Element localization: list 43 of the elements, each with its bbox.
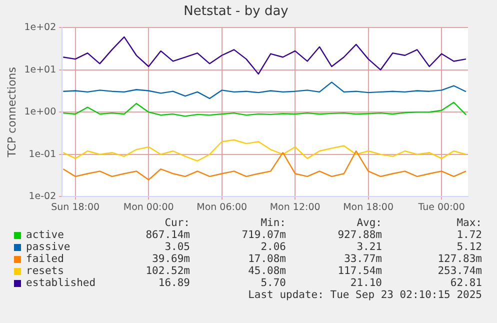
y-tick-label: 1e+01 bbox=[24, 64, 56, 76]
y-tick-label: 1e+00 bbox=[24, 106, 56, 118]
legend-label: active bbox=[26, 229, 64, 241]
text: 1.72 bbox=[456, 229, 482, 241]
text: 253.74m bbox=[436, 265, 482, 277]
legend-label: established bbox=[26, 277, 96, 289]
text: 17.08m bbox=[247, 253, 286, 265]
text: 21.10 bbox=[349, 277, 382, 289]
text: Cur: bbox=[164, 217, 190, 229]
y-axis-title: TCP connections bbox=[5, 66, 18, 158]
y-tick-label: 1e-02 bbox=[28, 191, 56, 202]
y-tick-label: 1e+02 bbox=[24, 22, 56, 34]
x-tick-label: Mon 18:00 bbox=[343, 202, 394, 213]
text: 2.06 bbox=[260, 241, 286, 253]
text: 127.83m bbox=[436, 253, 482, 265]
x-tick-label: Mon 00:00 bbox=[123, 202, 174, 213]
text: Avg: bbox=[356, 217, 382, 229]
x-tick-label: Mon 12:00 bbox=[270, 202, 320, 213]
x-tick-label: Sun 18:00 bbox=[51, 202, 100, 213]
text: 45.08m bbox=[247, 265, 286, 277]
text: 39.69m bbox=[151, 253, 190, 265]
chart-title: Netstat - by day bbox=[184, 4, 289, 20]
text: 5.70 bbox=[260, 277, 286, 289]
text: 102.52m bbox=[144, 265, 190, 277]
text: 3.05 bbox=[164, 241, 190, 253]
legend-label: failed bbox=[26, 253, 64, 265]
text: 117.54m bbox=[336, 265, 382, 277]
text: 16.89 bbox=[157, 277, 190, 289]
text: Last update: Tue Sep 23 02:10:15 2025 bbox=[248, 289, 482, 301]
x-tick-label: Mon 06:00 bbox=[196, 202, 248, 213]
text: 867.14m bbox=[144, 229, 190, 241]
legend-label: resets bbox=[26, 265, 64, 277]
text: 927.88m bbox=[336, 229, 382, 241]
text: 5.12 bbox=[456, 241, 482, 253]
text: 62.81 bbox=[449, 277, 482, 289]
text: Max: bbox=[456, 217, 482, 229]
x-tick-label: Tue 00:00 bbox=[417, 202, 465, 213]
text: 719.07m bbox=[240, 229, 286, 241]
text: 3.21 bbox=[356, 241, 382, 253]
legend-label: passive bbox=[26, 241, 70, 253]
text: 33.77m bbox=[343, 253, 382, 265]
text: Min: bbox=[260, 217, 286, 229]
y-tick-label: 1e-01 bbox=[28, 148, 56, 160]
